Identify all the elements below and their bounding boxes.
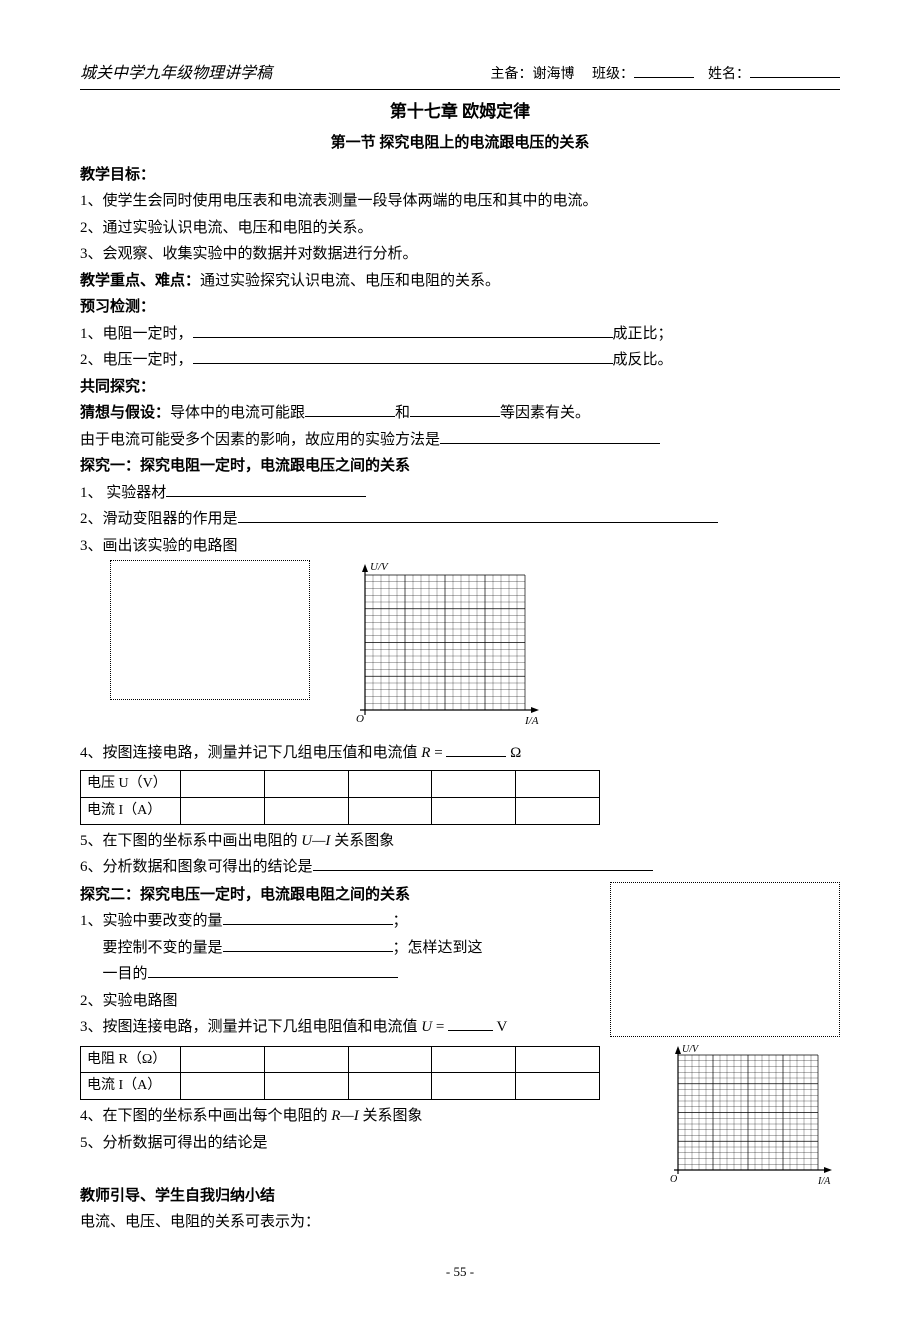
chart1-xlabel: I/A xyxy=(524,715,539,727)
exp1-tbl-r2: 电流 I（A） xyxy=(81,797,181,824)
prep-name: 谢海博 xyxy=(533,67,575,82)
exp1-head: 探究一：探究电阻一定时，电流跟电压之间的关系 xyxy=(80,458,410,474)
hyp-blank-3[interactable] xyxy=(440,429,660,444)
exp1-r-blank[interactable] xyxy=(446,742,506,757)
page-footer: - 55 - xyxy=(80,1261,840,1283)
exp2-q1: 1、实验中要改变的量 xyxy=(80,913,223,929)
exp1-table: 电压 U（V） 电流 I（A） xyxy=(80,770,600,825)
hyp-blank-2[interactable] xyxy=(410,402,500,417)
exp1-q2: 2、滑动变阻器的作用是 xyxy=(80,511,238,527)
name-label: 姓名： xyxy=(708,67,750,82)
circuit-box-1[interactable] xyxy=(110,560,310,700)
exp2-q5: 5、分析数据可得出的结论是 xyxy=(80,1131,630,1157)
chart1-origin: O xyxy=(356,713,364,725)
exp1-q6: 6、分析数据和图象可得出的结论是 xyxy=(80,859,313,875)
circuit-box-2[interactable] xyxy=(610,882,840,1037)
pretest-q2b: 成反比。 xyxy=(613,352,673,368)
exp1-q4a: 4、按图连接电路，测量并记下几组电压值和电流值 xyxy=(80,745,421,761)
exp2-tbl-r2: 电流 I（A） xyxy=(81,1073,181,1100)
section-title: 第一节 探究电阻上的电流跟电压的关系 xyxy=(80,131,840,157)
school-name: 城关中学九年级物理讲学稿 xyxy=(80,60,491,87)
exp2-q3a: 3、按图连接电路，测量并记下几组电阻值和电流值 xyxy=(80,1019,421,1035)
exp2-q4ri: R—I xyxy=(331,1108,359,1124)
summary-text: 电流、电压、电阻的关系可表示为： xyxy=(80,1210,630,1236)
page-header: 城关中学九年级物理讲学稿 主备：谢海博 班级： 姓名： xyxy=(80,60,840,90)
exp1-q5b: 关系图象 xyxy=(330,833,394,849)
summary-head: 教师引导、学生自我归纳小结 xyxy=(80,1188,275,1204)
keypoint-text: 通过实验探究认识电流、电压和电阻的关系。 xyxy=(200,273,500,289)
pretest-blank-2[interactable] xyxy=(193,349,613,364)
grid-chart-2: U/V O I/A xyxy=(650,1042,840,1202)
exp1-q3: 3、画出该实验的电路图 xyxy=(80,534,840,560)
exp1-q4unit: Ω xyxy=(506,745,521,761)
exp2-q3u: U xyxy=(421,1019,432,1035)
explore-head: 共同探究： xyxy=(80,379,155,395)
hyp1a: 导体中的电流可能跟 xyxy=(170,405,305,421)
chart2-xlabel: I/A xyxy=(817,1176,831,1187)
pretest-q1b: 成正比； xyxy=(613,326,673,342)
exp2-q1d: ；怎样达到这 xyxy=(393,940,483,956)
exp2-q1b: ； xyxy=(393,913,408,929)
exp2-q3unit: V xyxy=(493,1019,507,1035)
exp2-table-chart-row: 电阻 R（Ω） 电流 I（A） 4、在下图的坐标系中画出每个电阻的 R—I 关系… xyxy=(80,1042,840,1237)
goal-1: 1、使学生会同时使用电压表和电流表测量一段导体两端的电压和其中的电流。 xyxy=(80,189,840,215)
keypoint-head: 教学重点、难点： xyxy=(80,273,200,289)
exp2-u-blank[interactable] xyxy=(448,1016,493,1031)
exp2-block: 探究二：探究电压一定时，电流跟电阻之间的关系 1、实验中要改变的量 ； 要控制不变… xyxy=(80,882,840,1042)
exp2-q1e: 一目的 xyxy=(103,966,148,982)
goal-2: 2、通过实验认识电流、电压和电阻的关系。 xyxy=(80,216,840,242)
table-row: 电流 I（A） xyxy=(81,797,600,824)
exp1-q4eq: = xyxy=(430,745,446,761)
prep-label: 主备： xyxy=(491,67,533,82)
hyp-head: 猜想与假设： xyxy=(80,405,170,421)
table-row: 电阻 R（Ω） xyxy=(81,1046,600,1073)
pretest-q1a: 1、电阻一定时， xyxy=(80,326,193,342)
chart2-ylabel: U/V xyxy=(682,1044,700,1055)
hyp2a: 由于电流可能受多个因素的影响，故应用的实验方法是 xyxy=(80,432,440,448)
pretest-head: 预习检测： xyxy=(80,299,155,315)
header-meta: 主备：谢海博 班级： 姓名： xyxy=(491,63,841,87)
exp1-blank-2[interactable] xyxy=(238,508,718,523)
table-row: 电压 U（V） xyxy=(81,771,600,798)
exp1-q5ui: U—I xyxy=(301,833,330,849)
table-row: 电流 I（A） xyxy=(81,1073,600,1100)
goals-head: 教学目标： xyxy=(80,167,155,183)
pretest-q2a: 2、电压一定时， xyxy=(80,352,193,368)
exp2-tbl-r1: 电阻 R（Ω） xyxy=(81,1046,181,1073)
hyp1b: 和 xyxy=(395,405,410,421)
exp2-q1c: 要控制不变的量是 xyxy=(103,940,223,956)
chart1-ylabel: U/V xyxy=(370,561,389,573)
hyp1c: 等因素有关。 xyxy=(500,405,590,421)
grid-chart-1: U/V O I/A xyxy=(330,560,550,740)
exp1-blank-6[interactable] xyxy=(313,856,653,871)
exp2-q2: 2、实验电路图 xyxy=(80,989,590,1015)
exp2-q4a: 4、在下图的坐标系中画出每个电阻的 xyxy=(80,1108,331,1124)
exp1-tbl-r1: 电压 U（V） xyxy=(81,771,181,798)
exp2-blank-2[interactable] xyxy=(223,937,393,952)
class-label: 班级： xyxy=(592,67,634,82)
class-blank[interactable] xyxy=(634,64,694,78)
exp2-blank-1[interactable] xyxy=(223,910,393,925)
exp1-q1: 1、 实验器材 xyxy=(80,485,166,501)
hyp-blank-1[interactable] xyxy=(305,402,395,417)
goal-3: 3、会观察、收集实验中的数据并对数据进行分析。 xyxy=(80,242,840,268)
exp2-blank-3[interactable] xyxy=(148,963,398,978)
exp1-q5a: 5、在下图的坐标系中画出电阻的 xyxy=(80,833,301,849)
exp2-q4b: 关系图象 xyxy=(359,1108,423,1124)
chart2-origin: O xyxy=(670,1174,677,1185)
chapter-title: 第十七章 欧姆定律 xyxy=(80,98,840,127)
name-blank[interactable] xyxy=(750,64,840,78)
exp2-q3eq: = xyxy=(432,1019,448,1035)
exp2-head: 探究二：探究电压一定时，电流跟电阻之间的关系 xyxy=(80,887,410,903)
exp2-table: 电阻 R（Ω） 电流 I（A） xyxy=(80,1046,600,1101)
pretest-blank-1[interactable] xyxy=(193,323,613,338)
exp1-diagram-row: U/V O I/A xyxy=(80,560,840,740)
exp1-blank-1[interactable] xyxy=(166,482,366,497)
